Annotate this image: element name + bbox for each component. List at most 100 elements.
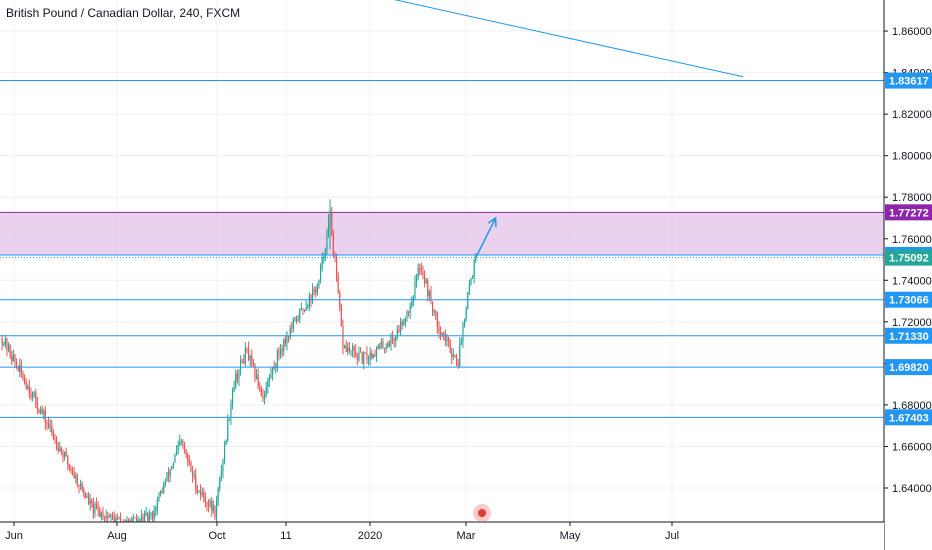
x-tick-label: May — [560, 530, 581, 542]
candle-body — [262, 395, 264, 399]
candle-body — [321, 257, 323, 269]
candle — [359, 347, 362, 353]
candle-body — [382, 341, 384, 349]
candle — [4, 334, 6, 349]
x-tick-label: Mar — [457, 530, 476, 542]
candle-body — [342, 325, 344, 349]
candle-body — [119, 517, 122, 523]
candle — [12, 349, 14, 362]
candle-body — [446, 337, 448, 342]
candle — [211, 496, 213, 517]
candle-body — [79, 483, 82, 487]
candle-body — [263, 395, 266, 399]
candle-body — [143, 513, 146, 526]
candle-body — [81, 483, 83, 490]
candle — [299, 308, 301, 324]
candle-body — [73, 474, 75, 478]
candle-body — [207, 505, 210, 507]
candle-body — [139, 519, 141, 521]
candle-body — [127, 520, 130, 522]
candle — [105, 509, 107, 523]
candle — [185, 449, 187, 459]
candle — [68, 463, 70, 472]
candle — [313, 286, 315, 296]
candle-body — [51, 425, 53, 432]
candle-body — [215, 501, 218, 518]
candle-body — [111, 514, 114, 518]
candle-body — [235, 373, 237, 388]
candle-body — [35, 392, 37, 403]
candle — [116, 513, 118, 521]
candle-body — [430, 290, 432, 302]
candle — [420, 262, 422, 275]
candle — [177, 440, 179, 455]
candle — [470, 277, 472, 286]
candle-body — [361, 352, 363, 364]
candle-body — [374, 354, 376, 357]
candle-body — [212, 506, 214, 511]
candle — [6, 337, 8, 357]
trend-line[interactable] — [330, 0, 744, 78]
candle-body — [385, 346, 387, 349]
candle — [164, 478, 166, 488]
candle-body — [65, 451, 67, 456]
candle — [270, 367, 272, 379]
candle-body — [113, 517, 115, 523]
candle-body — [268, 377, 270, 382]
candle-body — [60, 448, 62, 452]
candle — [377, 343, 379, 350]
candle — [342, 319, 344, 355]
candle — [297, 315, 299, 322]
x-tick-label: Oct — [208, 530, 225, 542]
candle — [462, 321, 464, 348]
candle — [425, 277, 427, 285]
candle — [407, 310, 410, 317]
x-tick-label: Aug — [107, 530, 127, 542]
candle-body — [236, 373, 238, 380]
candle-body — [159, 491, 162, 494]
candle — [156, 496, 158, 515]
candle — [55, 435, 58, 451]
candle-body — [411, 302, 413, 306]
candle-body — [323, 256, 325, 258]
candle — [94, 501, 96, 518]
candle — [260, 385, 262, 397]
candle-body — [92, 504, 94, 514]
candle-body — [241, 360, 243, 362]
resistance-zone[interactable] — [0, 212, 884, 255]
candle — [76, 473, 78, 488]
candle-body — [279, 349, 282, 355]
candle — [51, 419, 53, 436]
candle-body — [179, 441, 181, 445]
candle-body — [459, 344, 461, 367]
candle-body — [310, 295, 312, 301]
candle — [31, 391, 34, 402]
candle — [468, 279, 470, 296]
candle-body — [287, 336, 290, 338]
candle-body — [443, 332, 445, 335]
candle — [372, 354, 374, 359]
candle — [89, 493, 91, 511]
candle-body — [31, 392, 34, 398]
candle-body — [327, 221, 330, 232]
candle-body — [171, 466, 173, 470]
candle — [327, 214, 330, 238]
candle-body — [425, 280, 427, 283]
y-tick-label: 1.78000 — [892, 192, 932, 204]
candle-body — [54, 437, 56, 440]
candle — [254, 363, 256, 383]
candle-body — [230, 403, 232, 419]
candle-body — [201, 492, 203, 495]
projection-arrow[interactable] — [475, 217, 497, 258]
candle-body — [347, 347, 349, 352]
candle-body — [158, 493, 160, 501]
candle-body — [299, 309, 301, 320]
level-price-tag-bg — [885, 327, 932, 344]
candle — [268, 373, 270, 388]
candle — [396, 325, 398, 341]
candle-body — [199, 491, 202, 495]
candle — [81, 481, 83, 493]
candle-body — [75, 475, 77, 478]
